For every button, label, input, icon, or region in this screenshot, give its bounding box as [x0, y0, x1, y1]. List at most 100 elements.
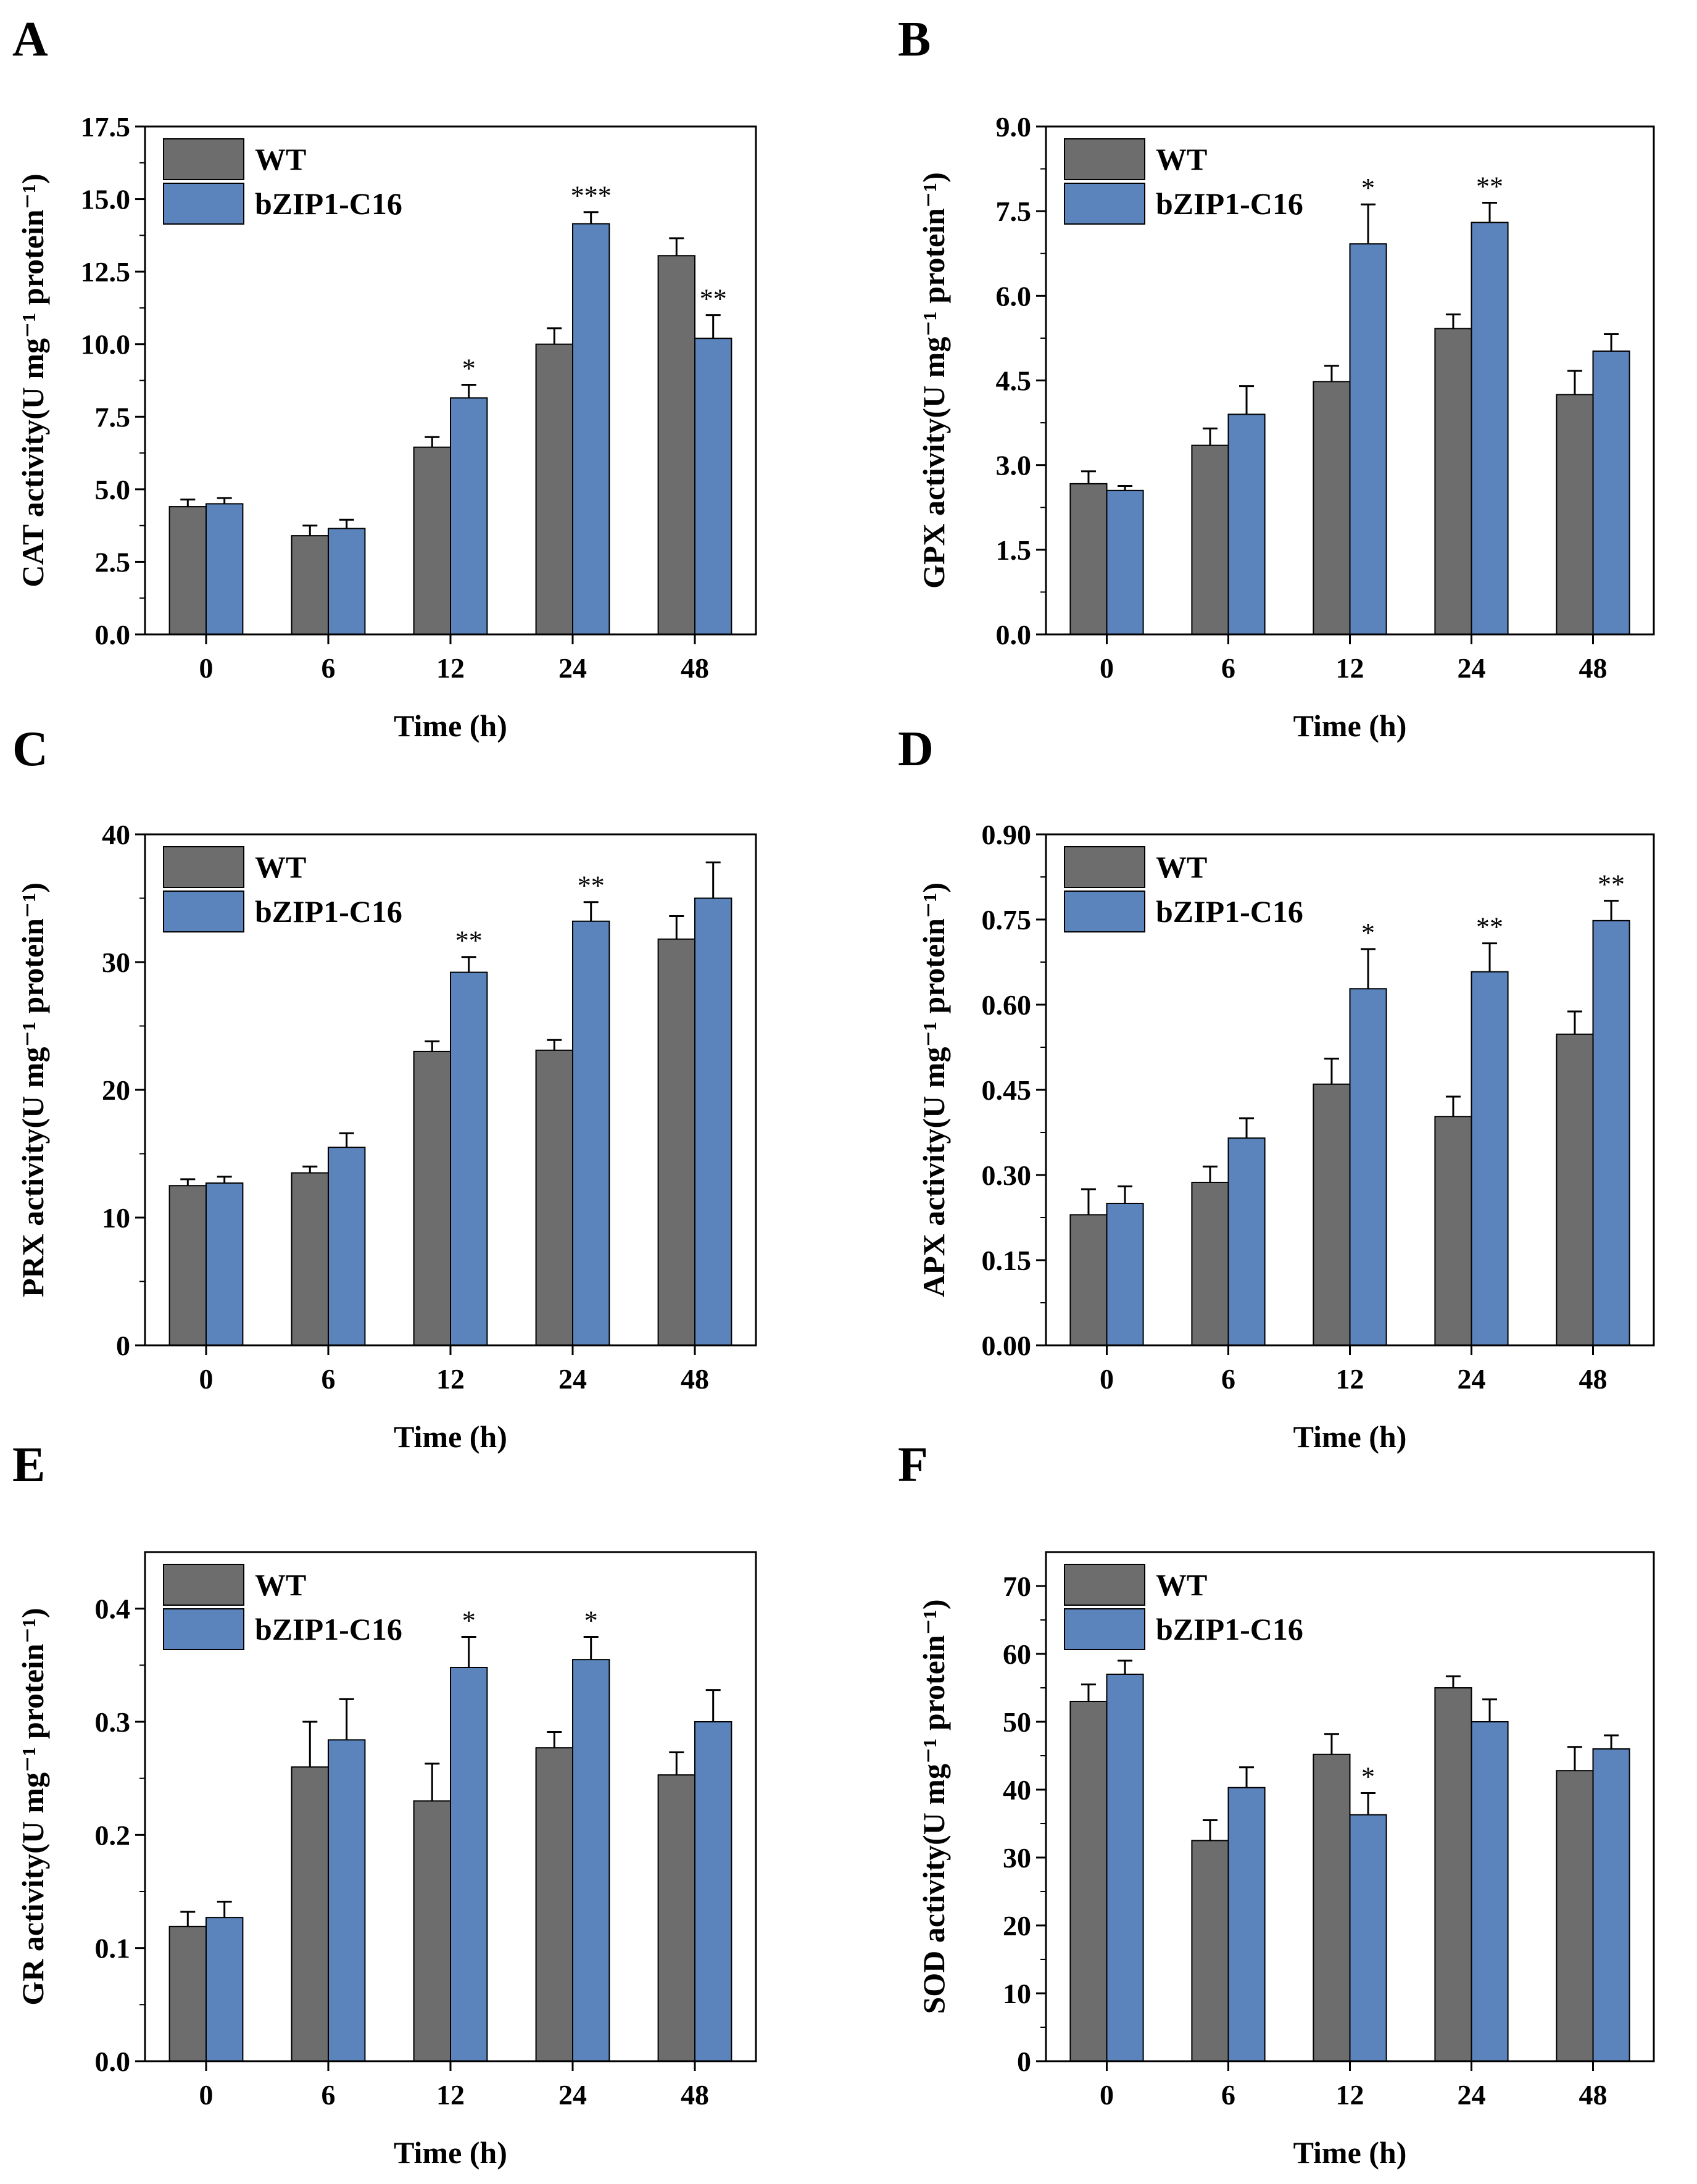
x-tick-label: 6 [1221, 1363, 1235, 1395]
bar-bzip1-c16-12h [1349, 988, 1387, 1346]
x-tick-label: 6 [322, 652, 336, 684]
y-tick-label: 7.5 [996, 196, 1032, 227]
y-tick-label: 40 [1003, 1774, 1031, 1806]
bar-bzip1-c16-24h [572, 223, 610, 635]
legend-label-bzip1-c16: bZIP1-C16 [1156, 894, 1303, 929]
x-tick-label: 6 [1221, 652, 1235, 684]
bar-bzip1-c16-0h [205, 1182, 244, 1346]
bar-bzip1-c16-24h [572, 920, 610, 1346]
bar-wt-0h [1069, 1701, 1108, 2062]
bar-wt-12h [1313, 1083, 1351, 1347]
bar-wt-24h [1434, 1687, 1472, 2062]
x-tick-label: 24 [1458, 652, 1486, 684]
y-tick-label: 0.0 [95, 619, 131, 650]
bar-bzip1-c16-12h [450, 397, 488, 636]
y-tick-label: 0.75 [982, 904, 1032, 936]
y-tick-label: 20 [102, 1074, 130, 1106]
bar-wt-24h [535, 1049, 573, 1346]
bar-wt-0h [168, 506, 207, 635]
chart-panel-E: E * * 0.0 0.1 0.2 0.3 0.4 0 6 12 24 48 Time (h) GR act… [12, 1438, 757, 2170]
x-tick-label: 0 [199, 652, 214, 684]
panel-letter: D [898, 722, 934, 776]
y-tick-label: 0.00 [982, 1330, 1032, 1361]
x-tick-label: 24 [1458, 1363, 1486, 1395]
legend-swatch-wt [163, 846, 244, 888]
y-tick-label: 0.60 [982, 989, 1032, 1021]
y-tick-label: 0.2 [95, 1819, 131, 1851]
y-axis-title: GPX activity(U mg⁻¹ protein⁻¹) [916, 172, 951, 589]
y-tick-label: 12.5 [81, 256, 131, 288]
x-axis-title: Time (h) [1293, 2135, 1407, 2170]
bar-bzip1-c16-48h [694, 1721, 732, 2062]
y-tick-label: 70 [1003, 1571, 1031, 1602]
y-tick-label: 30 [1003, 1842, 1031, 1874]
y-tick-label: 50 [1003, 1706, 1031, 1738]
y-tick-label: 1.5 [996, 534, 1032, 566]
y-tick-label: 10 [1003, 1978, 1031, 2009]
bar-bzip1-c16-0h [205, 1917, 244, 2062]
bar-bzip1-c16-12h [1349, 1814, 1387, 2062]
x-tick-label: 6 [322, 1363, 336, 1395]
x-tick-label: 6 [322, 2079, 336, 2111]
x-tick-label: 12 [1336, 1363, 1364, 1395]
bar-wt-12h [413, 1050, 451, 1347]
x-tick-label: 48 [681, 1363, 709, 1395]
y-tick-label: 20 [1003, 1910, 1031, 1941]
y-tick-label: 9.0 [996, 111, 1032, 143]
x-tick-label: 12 [436, 2079, 465, 2111]
bar-wt-0h [168, 1185, 207, 1346]
legend-swatch-bzip1-c16 [163, 1608, 244, 1650]
y-tick-label: 0.90 [982, 819, 1032, 850]
y-tick-label: 0.45 [982, 1074, 1032, 1106]
y-tick-label: 0.3 [95, 1706, 131, 1738]
legend-label-bzip1-c16: bZIP1-C16 [255, 894, 402, 929]
y-axis-title: GR activity(U mg⁻¹ protein⁻¹) [15, 1608, 50, 2005]
bar-bzip1-c16-6h [1227, 413, 1266, 635]
legend-label-bzip1-c16: bZIP1-C16 [255, 186, 402, 221]
legend-swatch-bzip1-c16 [1064, 891, 1145, 932]
bar-bzip1-c16-6h [1227, 1137, 1266, 1346]
bar-wt-0h [1069, 1214, 1108, 1347]
significance-label: * [462, 1606, 476, 1636]
y-axis-title: APX activity(U mg⁻¹ protein⁻¹) [916, 882, 951, 1297]
bar-bzip1-c16-0h [1106, 1203, 1144, 1346]
bar-wt-12h [413, 1800, 451, 2062]
legend-label-wt: WT [255, 850, 306, 884]
x-tick-label: 0 [199, 2079, 214, 2111]
x-tick-label: 48 [1579, 1363, 1608, 1395]
chart-panel-F: F * 0 10 20 30 40 50 60 70 0 6 12 24 48 Time (h) SOD act… [898, 1438, 1655, 2170]
significance-label: ** [578, 871, 605, 901]
bar-wt-6h [1191, 1840, 1229, 2062]
legend-swatch-bzip1-c16 [163, 891, 244, 932]
chart-panel-D: D* ****0.000.150.300.450.600.750.900 6 12 24… [898, 722, 1655, 1454]
bar-wt-12h [1313, 1753, 1351, 2062]
significance-label: ** [455, 926, 483, 956]
x-tick-label: 0 [1100, 1363, 1114, 1395]
legend-label-wt: WT [255, 1567, 306, 1602]
y-axis-title: PRX activity(U mg⁻¹ protein⁻¹) [15, 882, 50, 1297]
y-tick-label: 0.4 [95, 1593, 131, 1625]
significance-label: * [462, 354, 476, 384]
legend-swatch-bzip1-c16 [1064, 183, 1145, 225]
y-tick-label: 10 [102, 1202, 130, 1234]
legend-swatch-bzip1-c16 [1064, 1608, 1145, 1650]
bar-wt-12h [1313, 381, 1351, 636]
y-tick-label: 0.0 [95, 2046, 131, 2077]
y-tick-label: 6.0 [996, 280, 1032, 312]
x-axis-title: Time (h) [1293, 1419, 1407, 1454]
bar-bzip1-c16-48h [1592, 1748, 1630, 2062]
y-tick-label: 4.5 [996, 365, 1032, 397]
bar-bzip1-c16-12h [1349, 243, 1387, 635]
y-tick-label: 0.1 [95, 1933, 131, 1964]
bar-bzip1-c16-24h [1471, 222, 1509, 635]
significance-label: ** [1598, 870, 1625, 900]
x-tick-label: 12 [436, 652, 465, 684]
legend-label-wt: WT [1156, 850, 1207, 884]
panel-letter: A [12, 12, 48, 67]
bar-bzip1-c16-12h [450, 1667, 488, 2062]
significance-label: ** [700, 284, 727, 314]
y-axis-title: SOD activity(U mg⁻¹ protein⁻¹) [916, 1599, 951, 2014]
bar-wt-24h [535, 343, 573, 635]
significance-label: * [1361, 1762, 1375, 1792]
x-tick-label: 48 [681, 2079, 709, 2111]
